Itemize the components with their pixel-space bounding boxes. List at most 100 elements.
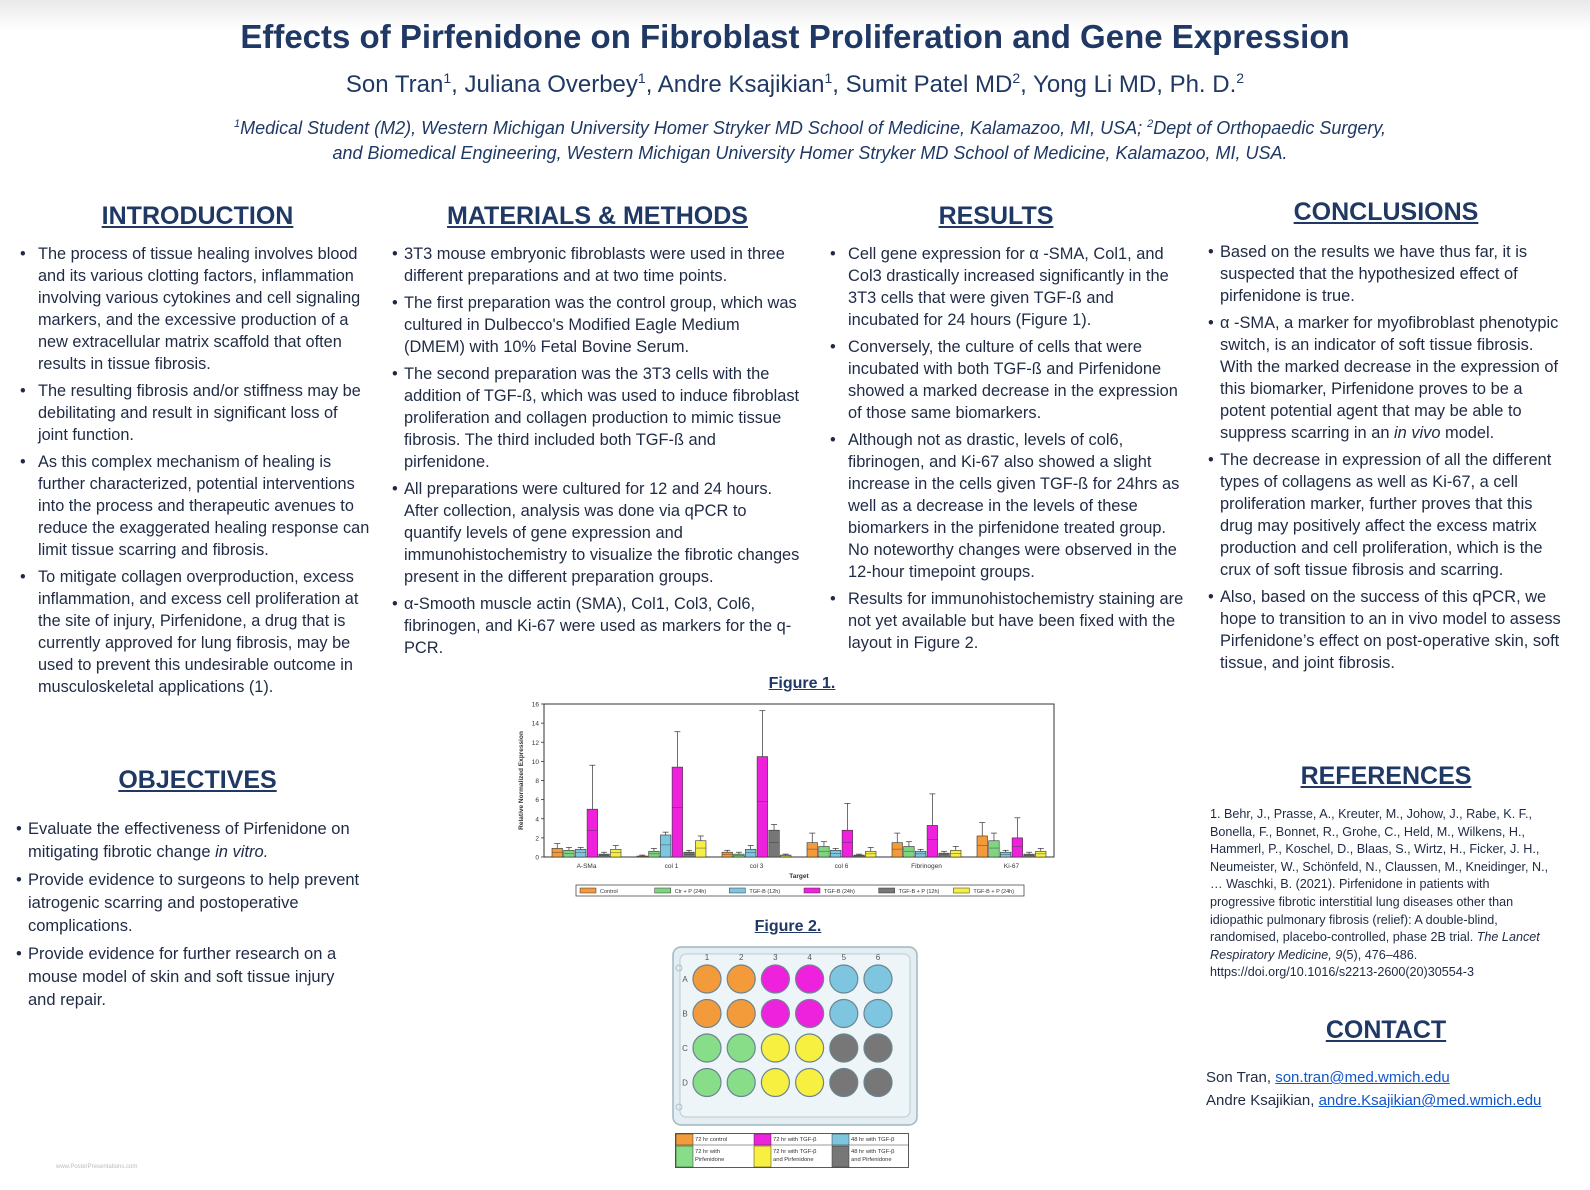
objective-item: Provide evidence for further research on… (16, 943, 361, 1012)
author-separator: , (645, 71, 658, 98)
x-tick-label: col 3 (750, 863, 764, 870)
legend-label: Ctr + P (24h) (675, 889, 707, 895)
plate-corner-mark (675, 964, 683, 972)
author-affiliation-mark: 1 (824, 70, 833, 86)
y-axis-label: Relative Normalized Expression (518, 731, 525, 830)
legend-swatch (729, 887, 746, 894)
bar (610, 849, 622, 858)
results-section: Cell gene expression for α -SMA, Col1, a… (826, 243, 1186, 659)
objective-3-text: Provide evidence for further research on… (28, 945, 337, 1009)
bullet-item: Results for immunohistochemistry stainin… (826, 588, 1186, 654)
author-separator: , (1020, 71, 1034, 98)
legend-label: Control (600, 889, 618, 895)
legend-swatch (953, 887, 970, 894)
author-affiliation-mark: 1 (443, 70, 452, 86)
bullet-item: As this complex mechanism of healing is … (16, 451, 370, 561)
conclusion-3-text: The decrease in expression of all the di… (1220, 451, 1552, 579)
affiliation-2: Dept of Orthopaedic Surgery, and Biomedi… (332, 118, 1387, 163)
bullet-item: The process of tissue healing involves b… (16, 243, 370, 375)
plate-row-label: C (682, 1044, 688, 1053)
plate-legend-swatch (831, 1145, 850, 1168)
y-tick-label: 2 (535, 835, 539, 842)
legend-label: TGF-B + P (24h) (973, 889, 1014, 895)
plate-well (829, 998, 859, 1029)
plate-legend-swatch (675, 1133, 694, 1146)
methods-heading: MATERIALS & METHODS (447, 202, 748, 230)
bar (1011, 837, 1023, 858)
bar (903, 846, 915, 858)
plate-well (760, 998, 791, 1029)
plate-legend-label: 48 hr with TGF-β (851, 1137, 895, 1143)
objective-2-text: Provide evidence to surgeons to help pre… (28, 871, 360, 935)
bar (926, 825, 938, 858)
bar (683, 851, 695, 858)
author-separator: , (451, 71, 465, 98)
plate-legend-label: 72 hr with TGF-β (773, 1137, 817, 1143)
contact-name: Andre Ksajikian, (1206, 1092, 1319, 1109)
objectives-section: Evaluate the effectiveness of Pirfenidon… (16, 818, 361, 1017)
plate-well (795, 1033, 825, 1063)
contact-email-link[interactable]: andre.Ksajikian@med.wmich.edu (1318, 1092, 1542, 1109)
plate-column-label: 6 (876, 953, 881, 962)
reference-text: 1. Behr, J., Prasse, A., Kreuter, M., Jo… (1210, 807, 1549, 945)
figure-1-label: Figure 1. (768, 675, 836, 692)
plate-well (692, 964, 722, 994)
affiliations: 1Medical Student (M2), Western Michigan … (230, 112, 1390, 166)
reference-journal: The Lancet Respiratory Medicine (1210, 930, 1540, 962)
bar (806, 842, 818, 858)
bullet-item: Although not as drastic, levels of col6,… (826, 429, 1186, 583)
y-tick-label: 4 (535, 816, 539, 823)
plate-well (726, 1033, 756, 1063)
reference-volume: , 9 (1328, 947, 1343, 962)
plate-column-label: 5 (842, 953, 847, 962)
results-list: Cell gene expression for α -SMA, Col1, a… (826, 243, 1186, 654)
conclusions-section: Based on the results we have thus far, i… (1208, 241, 1564, 679)
bullet-item: Cell gene expression for α -SMA, Col1, a… (826, 243, 1186, 331)
plate-legend-label: 72 hr with TGF-β (773, 1149, 817, 1155)
author-name: Juliana Overbey (464, 71, 638, 98)
y-tick-label: 8 (535, 778, 539, 785)
bar (695, 840, 707, 858)
conclusions-heading: CONCLUSIONS (1293, 198, 1479, 226)
plate-row-label: B (682, 1010, 687, 1019)
bar (915, 850, 927, 858)
plate-legend-label: and Pirfenidone (851, 1157, 892, 1163)
plate-well (726, 964, 756, 994)
contact-row: Son Tran, son.tran@med.wmich.edu (1206, 1066, 1566, 1089)
top-shade (0, 0, 1590, 30)
plate-well (795, 998, 825, 1029)
objective-1-emphasis: in vitro. (215, 843, 269, 861)
x-tick-label: col 6 (835, 863, 849, 870)
legend-label: TGF-B (24h) (824, 889, 855, 895)
plate-legend-label: and Pirfenidone (773, 1157, 814, 1163)
figure-2-well-plate: 1 2 3 4 5 6 A B C D (672, 946, 918, 1126)
plate-legend-swatch (831, 1133, 850, 1146)
contact-name: Son Tran, (1206, 1069, 1276, 1086)
x-tick-label: col 1 (665, 863, 679, 870)
x-tick-label: Ki-67 (1004, 863, 1020, 870)
introduction-list: The process of tissue healing involves b… (16, 243, 370, 698)
bar (745, 849, 757, 858)
plate-row-label: A (682, 975, 688, 984)
contact-row: Andre Ksajikian, andre.Ksajikian@med.wmi… (1206, 1089, 1566, 1112)
plate-corner-mark (675, 1103, 683, 1111)
bullet-item: 3T3 mouse embryonic fibroblasts were use… (392, 243, 804, 287)
contact-email-link[interactable]: son.tran@med.wmich.edu (1275, 1069, 1450, 1086)
plate-well (692, 1033, 722, 1063)
introduction-heading: INTRODUCTION (101, 202, 294, 230)
plate-well (863, 1033, 893, 1063)
bar (1035, 850, 1047, 858)
poster-title: Effects of Pirfenidone on Fibroblast Pro… (240, 18, 1350, 55)
plate-well (726, 1067, 756, 1098)
author-name: Sumit Patel MD (845, 71, 1013, 98)
introduction-section: The process of tissue healing involves b… (16, 243, 370, 703)
bar (563, 850, 575, 858)
reference-entry: 1. Behr, J., Prasse, A., Kreuter, M., Jo… (1210, 806, 1550, 982)
conclusion-item: Also, based on the success of this qPCR,… (1208, 586, 1564, 674)
legend-label: TGF-B + P (12h) (899, 889, 940, 895)
author-affiliation-mark: 1 (637, 70, 646, 86)
bar (950, 850, 962, 858)
plate-well (863, 998, 893, 1029)
bar (575, 849, 587, 858)
x-tick-label: A-SMa (577, 863, 597, 870)
